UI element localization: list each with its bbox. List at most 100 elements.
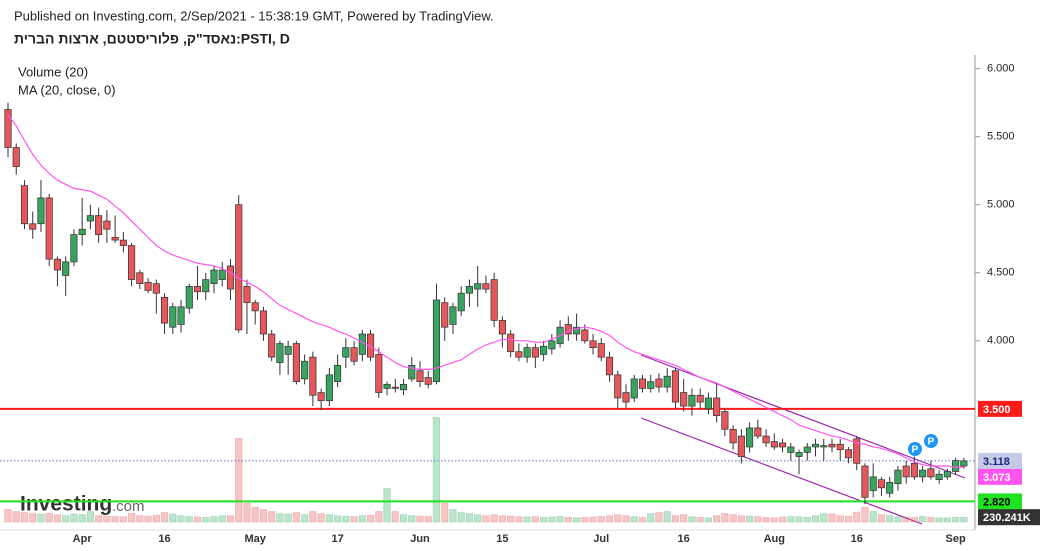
volume-bar	[152, 515, 160, 523]
volume-bar	[655, 512, 663, 523]
volume-bar	[292, 512, 301, 523]
volume-bar	[877, 514, 886, 523]
price-label: 3.118	[983, 456, 1010, 468]
volume-bar	[523, 516, 531, 523]
candle-body	[573, 326, 581, 335]
volume-bar	[177, 515, 185, 523]
volume-bar	[869, 511, 877, 523]
volume-bar	[490, 514, 498, 523]
candle-body	[45, 197, 53, 260]
volume-bar	[836, 515, 844, 523]
candle-body	[490, 279, 498, 321]
volume-bar	[951, 517, 960, 523]
volume-bar	[663, 511, 671, 523]
volume-bar	[482, 515, 490, 523]
chart-title: נאסד"ק, פלוריסטטם, ארצות הברית:PSTI, D	[14, 31, 290, 47]
candle-body	[861, 465, 869, 498]
candle-body	[342, 347, 350, 358]
candle-body	[202, 279, 210, 293]
volume-bar	[754, 516, 762, 523]
volume-bar	[721, 513, 729, 523]
y-tick-label: 5.500	[987, 131, 1015, 143]
candle-body	[498, 320, 506, 335]
candle-body	[218, 269, 226, 280]
candle-body	[78, 228, 86, 236]
volume-bar	[465, 513, 474, 523]
candle-body	[737, 435, 745, 457]
volume-bar	[333, 515, 342, 523]
volume-bar	[416, 515, 424, 523]
volume-bar	[70, 513, 78, 523]
candle-body	[663, 375, 671, 388]
volume-bar	[515, 516, 523, 523]
candle-body	[259, 310, 267, 335]
volume-bar	[4, 509, 12, 523]
volume-bar	[630, 516, 638, 523]
volume-bar	[276, 513, 284, 523]
candle-body	[597, 343, 605, 358]
price-label: 3.073	[983, 472, 1011, 484]
candle-body	[902, 465, 910, 478]
candle-body	[268, 333, 276, 358]
candle-body	[787, 446, 795, 453]
volume-bar	[12, 511, 20, 523]
candle-body	[193, 286, 202, 293]
candle-body	[581, 329, 589, 342]
candle-body	[119, 239, 127, 246]
x-tick-label: Sep	[946, 533, 966, 545]
candle-body	[20, 185, 29, 225]
volume-bar	[29, 513, 37, 523]
candle-body	[754, 427, 762, 437]
candle-body	[375, 354, 383, 393]
volume-bar	[185, 516, 193, 523]
volume-bar	[226, 515, 235, 523]
candle-body	[713, 397, 721, 417]
candle-body	[704, 397, 712, 410]
candle-body	[383, 384, 391, 389]
candle-body	[350, 347, 358, 362]
candle-body	[317, 392, 325, 402]
candle-body	[482, 283, 490, 290]
volume-bar	[391, 511, 399, 523]
legend-volume: Volume (20)	[18, 64, 88, 79]
volume-bar	[375, 511, 383, 523]
volume-bar	[638, 517, 647, 523]
volume-bar	[795, 516, 803, 523]
candle-body	[811, 443, 820, 448]
candle-body	[647, 381, 655, 389]
candle-body	[507, 333, 515, 353]
volume-bar	[498, 515, 507, 523]
volume-bar	[95, 515, 103, 523]
volume-bar	[704, 517, 712, 523]
volume-bar	[358, 515, 366, 523]
x-tick-label: May	[244, 533, 266, 545]
volume-bar	[119, 516, 127, 523]
candle-body	[152, 283, 160, 294]
price-label-box	[978, 452, 1022, 469]
price-label: 3.500	[983, 404, 1011, 416]
volume-bar	[20, 512, 29, 523]
volume-bar	[820, 513, 828, 523]
candle-body	[910, 462, 918, 478]
y-tick-label: 4.500	[987, 267, 1015, 279]
candle-body	[844, 449, 853, 459]
candle-body	[952, 460, 960, 472]
volume-bar	[745, 515, 754, 523]
candle-body	[638, 378, 647, 389]
candle-body	[869, 476, 877, 491]
volume-bar	[778, 516, 787, 523]
trend-line	[640, 417, 923, 525]
candle-body	[136, 272, 144, 285]
volume-bar	[589, 516, 597, 523]
candle-body	[548, 340, 556, 350]
marker-p-text: P	[928, 437, 935, 448]
volume-bar	[803, 517, 811, 523]
volume-bar	[268, 511, 276, 523]
volume-bar	[202, 517, 210, 523]
candle-body	[161, 296, 169, 324]
volume-bar	[927, 516, 935, 523]
candle-body	[779, 442, 787, 448]
price-label-box	[978, 493, 1022, 510]
